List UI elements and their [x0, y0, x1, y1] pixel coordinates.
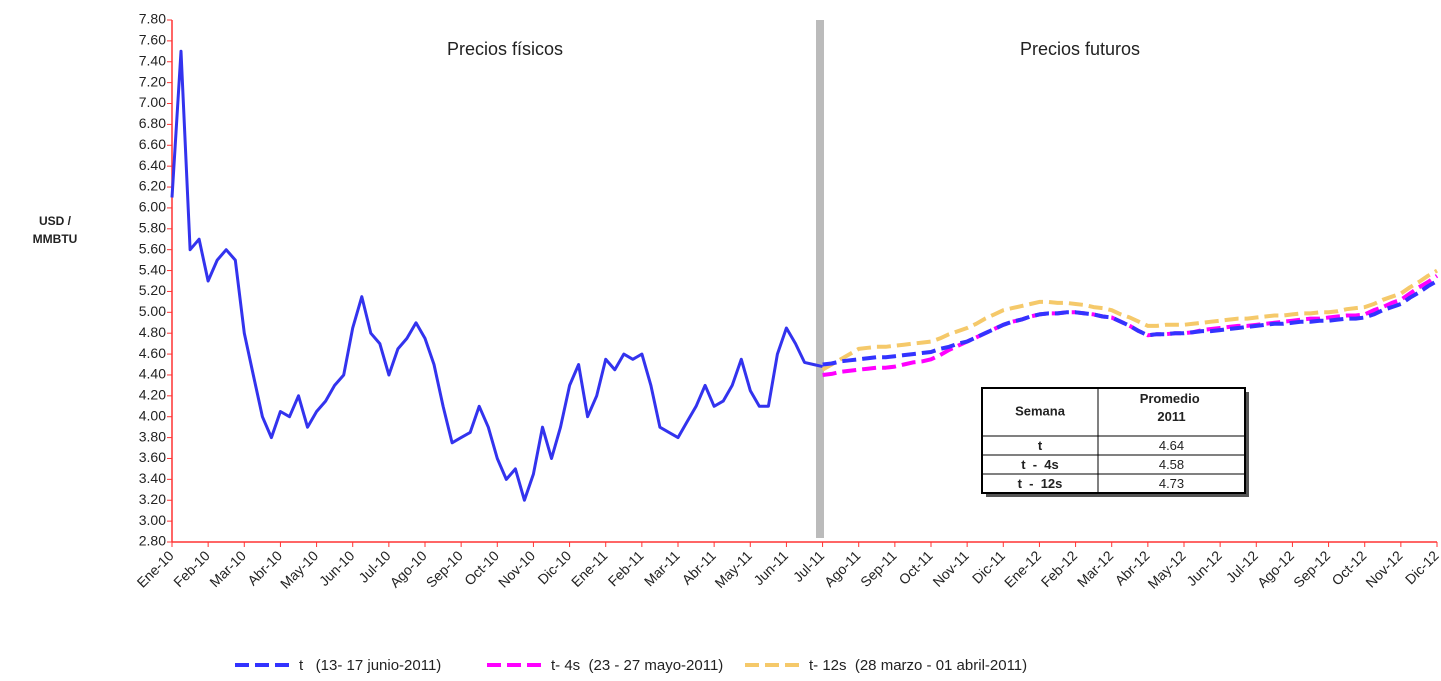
table-header: Semana	[1015, 403, 1066, 418]
x-tick-label: Sep-10	[423, 547, 466, 590]
y-tick-label: 2.80	[139, 533, 166, 549]
x-tick-label: Nov-11	[929, 547, 972, 590]
summary-table: Semana Promedio 2011 t 4.64 t - 4s 4.58 t - 12…	[981, 387, 1249, 497]
series-line	[822, 279, 1439, 367]
y-tick-label: 4.60	[139, 345, 166, 361]
legend-label: t- 12s (28 marzo - 01 abril-2011)	[809, 657, 1027, 674]
y-axis-label: MMBTU	[33, 232, 78, 246]
y-axis-label: USD /	[39, 214, 72, 228]
y-tick-label: 3.60	[139, 449, 166, 465]
y-tick-label: 5.40	[139, 261, 166, 277]
x-tick-label: Ago-12	[1254, 547, 1297, 590]
x-tick-label: Oct-11	[895, 547, 935, 587]
y-tick-label: 7.60	[139, 32, 166, 48]
y-tick-label: 5.20	[139, 282, 166, 298]
table-header: Promedio 2011	[1140, 391, 1204, 424]
series-line	[821, 268, 1439, 372]
x-tick-label: Mar-11	[641, 547, 683, 589]
x-tick-label: Ene-12	[1001, 547, 1044, 590]
y-tick-label: 7.40	[139, 52, 166, 68]
series-line	[822, 274, 1439, 377]
x-tick-label: Dic-10	[534, 547, 574, 587]
y-tick-label: 7.80	[139, 11, 166, 27]
x-tick-label: May-10	[277, 547, 321, 591]
x-tick-label: Sep-12	[1290, 547, 1333, 590]
divider	[816, 20, 824, 538]
y-tick-label: 4.80	[139, 324, 166, 340]
x-tick-label: Ene-11	[568, 547, 611, 590]
x-tick-label: Oct-12	[1328, 547, 1369, 588]
y-tick-label: 6.40	[139, 157, 166, 173]
y-tick-label: 4.40	[139, 366, 166, 382]
x-tick-label: Ago-11	[821, 547, 864, 590]
y-tick-label: 3.20	[139, 491, 166, 507]
x-tick-label: Mar-12	[1074, 547, 1117, 590]
y-tick-label: 6.20	[139, 178, 166, 194]
table-cell: 4.58	[1159, 457, 1184, 472]
y-tick-label: 6.60	[139, 136, 166, 152]
table-cell: t - 12s	[1018, 476, 1063, 491]
x-tick-label: May-11	[711, 547, 755, 591]
y-tick-label: 3.00	[139, 512, 166, 528]
y-tick-label: 5.80	[139, 220, 166, 236]
table-cell: t - 4s	[1021, 457, 1059, 472]
x-tick-label: Mar-10	[206, 547, 249, 590]
y-tick-label: 4.00	[139, 407, 166, 423]
x-tick-label: Ago-10	[386, 547, 429, 590]
y-tick-label: 6.80	[139, 115, 166, 131]
x-tick-label: Dic-12	[1402, 547, 1441, 587]
x-tick-label: Jun-10	[316, 547, 358, 589]
table-frame	[981, 387, 1246, 494]
x-tick-label: Sep-11	[857, 547, 900, 590]
y-tick-label: 5.00	[139, 303, 166, 319]
table-cell: 4.64	[1159, 438, 1184, 453]
x-tick-label: Jun-12	[1183, 547, 1225, 589]
legend-label: t (13- 17 junio-2011)	[299, 657, 441, 674]
table-cell: t	[1038, 438, 1043, 453]
x-tick-label: May-12	[1144, 547, 1188, 591]
annotation: Precios físicos	[447, 39, 563, 59]
y-tick-label: 6.00	[139, 199, 166, 215]
table-cell: 4.73	[1159, 476, 1184, 491]
x-tick-label: Ene-10	[133, 547, 176, 590]
y-tick-label: 3.80	[139, 428, 166, 444]
legend-label: t- 4s (23 - 27 mayo-2011)	[551, 657, 723, 674]
y-tick-label: 5.60	[139, 240, 166, 256]
x-tick-label: Jun-11	[750, 547, 791, 588]
y-tick-label: 7.20	[139, 73, 166, 89]
x-tick-label: Feb-12	[1038, 547, 1081, 590]
series-line	[170, 49, 823, 502]
x-tick-label: Feb-11	[605, 547, 647, 589]
x-tick-label: Oct-10	[461, 547, 502, 588]
x-tick-label: Nov-10	[495, 547, 538, 590]
x-tick-label: Feb-10	[170, 547, 213, 590]
y-tick-label: 4.20	[139, 387, 166, 403]
y-tick-label: 7.00	[139, 94, 166, 110]
x-tick-label: Nov-12	[1362, 547, 1405, 590]
annotation: Precios futuros	[1020, 39, 1140, 59]
y-tick-label: 3.40	[139, 470, 166, 486]
